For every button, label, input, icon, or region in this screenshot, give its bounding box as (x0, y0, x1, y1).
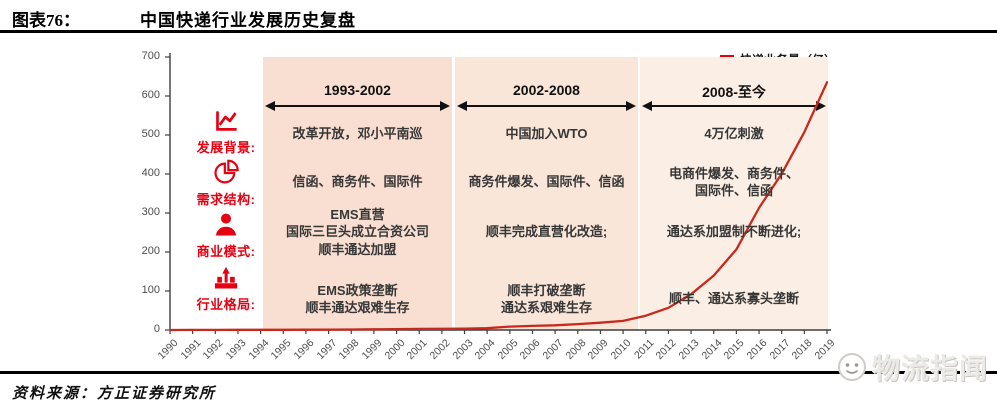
cell-demand-structure: 电商件爆发、商务件、 国际件、信函 (668, 165, 799, 198)
y-tick-label: 100 (141, 284, 160, 296)
row-label: 行业格局: (196, 297, 256, 312)
cell-business-model: 顺丰完成直营化改造; (485, 224, 608, 240)
watermark: 物流指闻 (836, 347, 988, 387)
y-tick-label: 700 (141, 50, 160, 62)
footer-divider (0, 371, 997, 374)
row-industry-landscape: 行业格局: (185, 264, 267, 313)
period-column-2002-2008: 2002-2008 中国加入WTO 商务件爆发、国际件、信函 顺丰完成直营化改造… (455, 57, 638, 330)
person-icon (216, 213, 236, 236)
cell-industry-landscape: 顺丰、通达系寡头垄断 (668, 291, 799, 307)
period-header: 1993-2002 (324, 82, 391, 98)
row-label: 发展背景: (196, 140, 256, 155)
cell-development-background: 改革开放，邓小平南巡 (292, 126, 423, 142)
source-text: 资料来源：方正证券研究所 (12, 386, 217, 402)
y-tick-label: 400 (141, 167, 160, 179)
row-development-background: 发展背景: (185, 108, 267, 156)
double-arrow-icon (265, 101, 450, 111)
cell-business-model: EMS直营 国际三巨头成立合资公司 顺丰通达加盟 (285, 207, 429, 257)
cell-development-background: 4万亿刺激 (704, 126, 764, 142)
period-header: 2008-至今 (702, 84, 766, 100)
y-tick-label: 0 (153, 323, 160, 335)
period-column-2008-now: 2008-至今 4万亿刺激 电商件爆发、商务件、 国际件、信函 通达系加盟制不断… (640, 57, 828, 330)
row-business-model: 商业模式: (185, 211, 267, 260)
y-tick-label: 200 (141, 245, 160, 257)
y-tick-label: 600 (141, 89, 160, 101)
row-demand-structure: 需求结构: (185, 159, 267, 208)
y-tick-label: 500 (141, 128, 160, 140)
watermark-logo-icon (838, 353, 866, 381)
cell-demand-structure: 信函、商务件、国际件 (292, 174, 423, 190)
period-column-1993-2002: 1993-2002 改革开放，邓小平南巡 信函、商务件、国际件 EMS直营 国际… (263, 57, 452, 330)
cell-industry-landscape: 顺丰打破垄断 通达系艰难生存 (500, 282, 592, 315)
cell-development-background: 中国加入WTO (505, 126, 588, 142)
period-header: 2002-2008 (513, 82, 580, 98)
figure-label: 图表76： (12, 11, 80, 30)
watermark-text: 物流指闻 (872, 353, 989, 384)
page-title: 中国快递行业发展历史复盘 (140, 11, 356, 30)
cell-industry-landscape: EMS政策垄断 顺丰通达艰难生存 (305, 282, 410, 315)
double-arrow-icon (457, 101, 636, 111)
cell-demand-structure: 商务件爆发、国际件、信函 (468, 174, 625, 190)
bar-growth-icon (214, 266, 238, 289)
cell-business-model: 通达系加盟制不断进化; (666, 224, 802, 240)
row-label: 需求结构: (196, 192, 256, 207)
row-label: 商业模式: (196, 244, 256, 259)
line-chart-icon (215, 111, 237, 131)
y-tick-label: 300 (141, 206, 160, 218)
header-divider (0, 30, 997, 33)
double-arrow-icon (642, 101, 826, 111)
pie-chart-icon (214, 159, 239, 184)
